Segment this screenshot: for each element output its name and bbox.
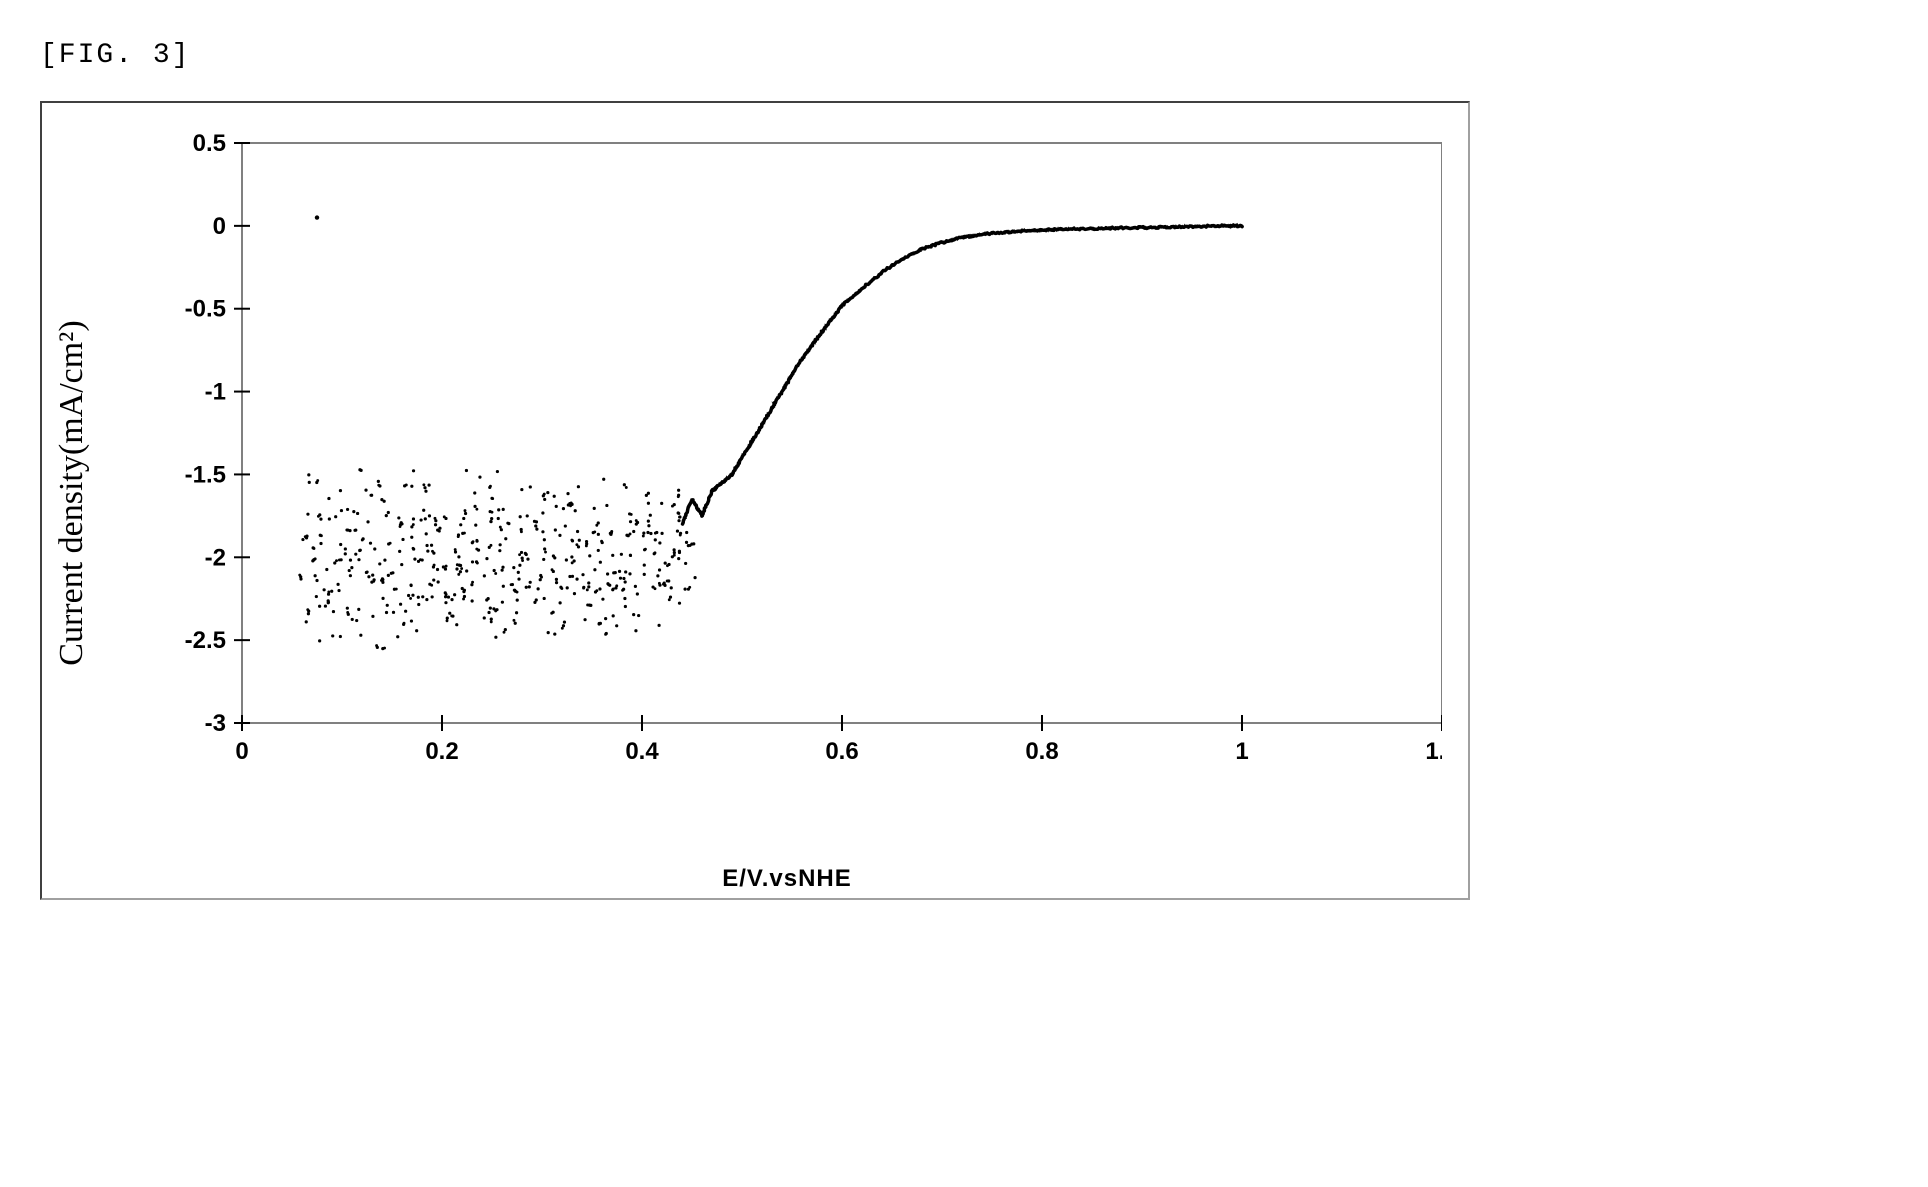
svg-text:0.8: 0.8 bbox=[1025, 738, 1058, 765]
svg-text:-3: -3 bbox=[205, 710, 226, 737]
svg-text:-1: -1 bbox=[205, 379, 226, 406]
svg-text:0.4: 0.4 bbox=[625, 738, 659, 765]
svg-text:1.2: 1.2 bbox=[1425, 738, 1442, 765]
svg-text:-2.5: -2.5 bbox=[185, 627, 226, 654]
svg-text:0: 0 bbox=[213, 213, 226, 240]
svg-text:0.5: 0.5 bbox=[193, 133, 226, 157]
svg-text:0.6: 0.6 bbox=[825, 738, 858, 765]
chart-svg: -3 -2.5 -2 -1.5 -1 -0.5 0 0.5 0 0.2 0.4 0.6 0.8 1 1.2 bbox=[132, 133, 1442, 793]
chart-container: Current density(mA/cm²) -3-2.5-2-1.5-1-0… bbox=[132, 133, 1442, 853]
svg-text:-2: -2 bbox=[205, 544, 226, 571]
y-axis-title: Current density(mA/cm²) bbox=[53, 320, 91, 665]
svg-text:1: 1 bbox=[1235, 738, 1248, 765]
chart-outer-frame: Current density(mA/cm²) -3 -2.5 -2 -1.5 -1 -0… bbox=[40, 101, 1470, 900]
svg-text:0.2: 0.2 bbox=[425, 738, 458, 765]
svg-text:0: 0 bbox=[235, 738, 248, 765]
figure-label: [FIG. 3] bbox=[40, 40, 1888, 71]
svg-text:-1.5: -1.5 bbox=[185, 461, 226, 488]
x-axis-title: E/V.vsNHE bbox=[722, 865, 852, 893]
svg-text:-0.5: -0.5 bbox=[185, 296, 226, 323]
